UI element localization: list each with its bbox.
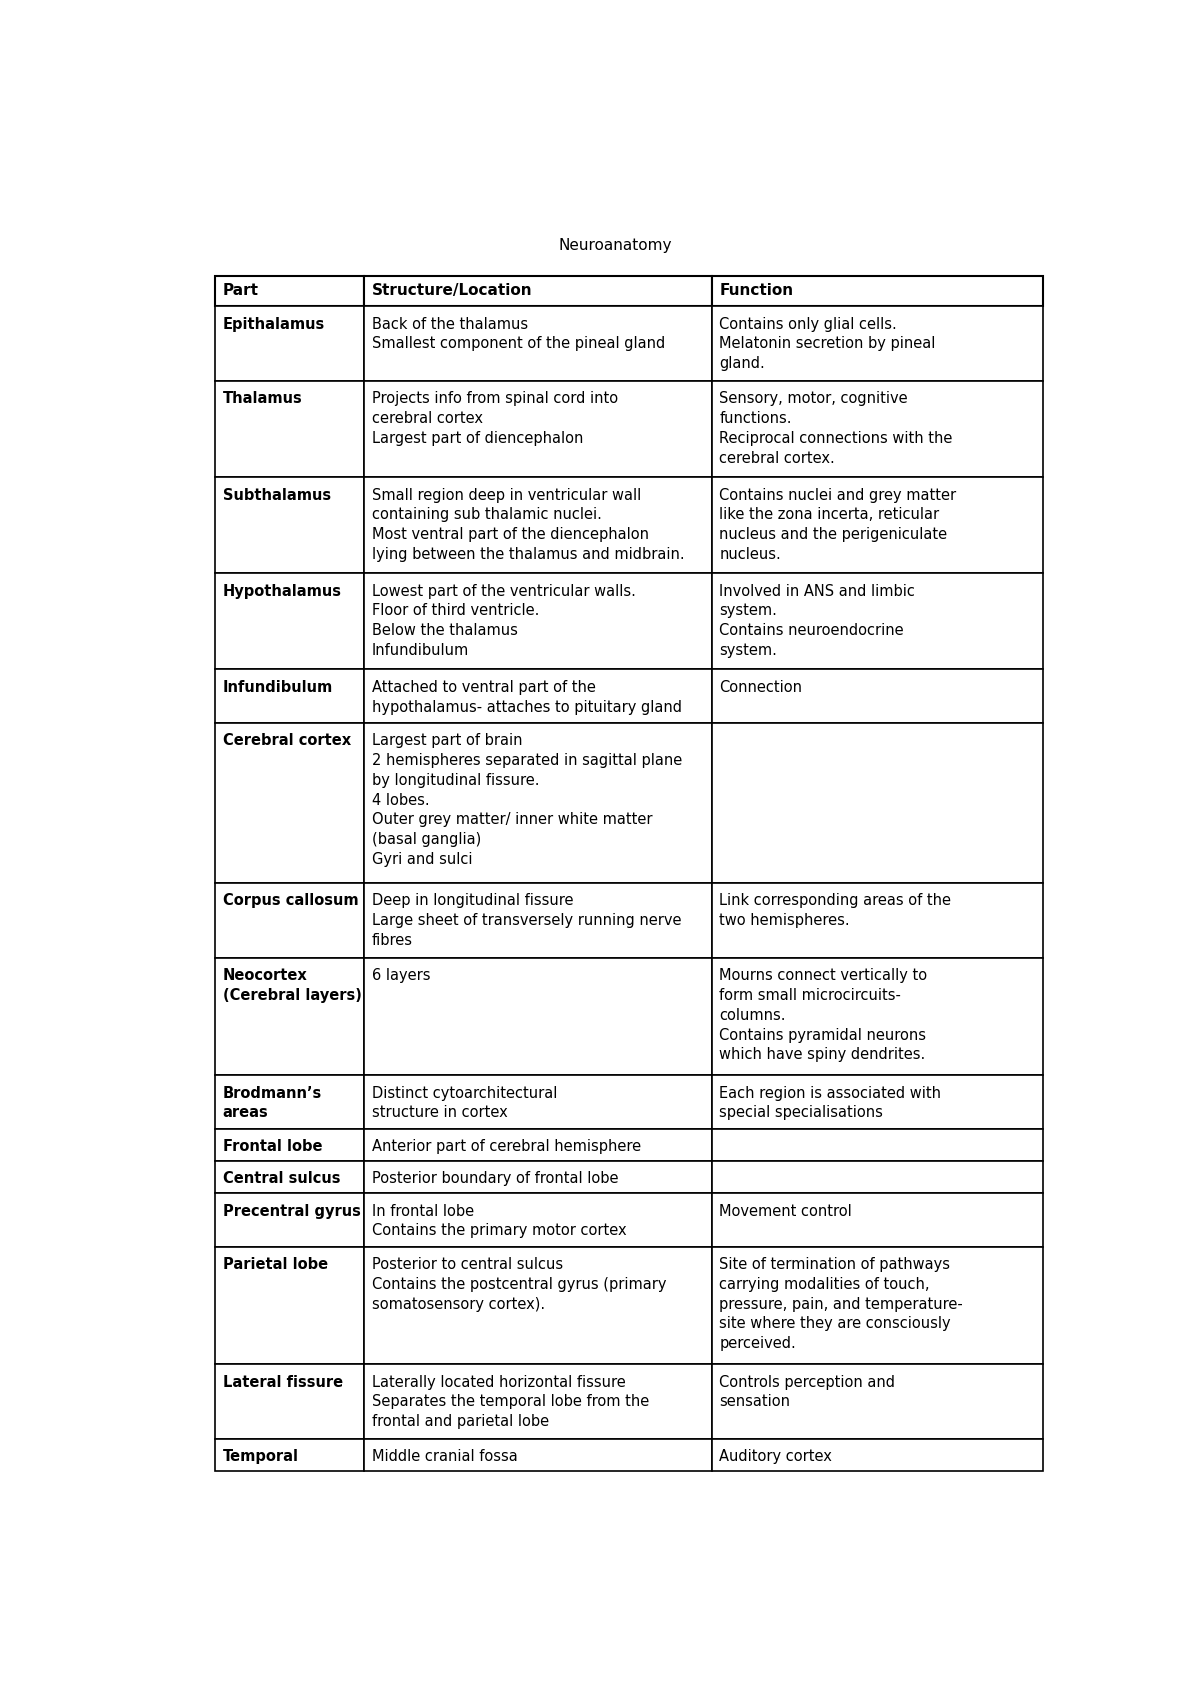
Bar <box>712 477 1043 574</box>
Bar <box>215 957 364 1076</box>
Bar <box>215 1364 364 1439</box>
Text: Lowest part of the ventricular walls.
Floor of third ventricle.
Below the thalam: Lowest part of the ventricular walls. Fl… <box>372 584 636 658</box>
Text: Site of termination of pathways
carrying modalities of touch,
pressure, pain, an: Site of termination of pathways carrying… <box>719 1257 962 1351</box>
Bar <box>215 1161 364 1193</box>
Bar <box>364 1364 712 1439</box>
Text: Movement control: Movement control <box>719 1203 852 1218</box>
Bar <box>364 477 712 574</box>
Text: Subthalamus: Subthalamus <box>222 487 331 502</box>
Bar <box>215 1439 364 1471</box>
Text: Auditory cortex: Auditory cortex <box>719 1449 832 1465</box>
Bar <box>712 723 1043 882</box>
Bar <box>712 1364 1043 1439</box>
Bar <box>215 1247 364 1364</box>
Bar <box>215 669 364 723</box>
Bar <box>712 1129 1043 1161</box>
Bar <box>215 1076 364 1129</box>
Bar <box>364 275 712 305</box>
Bar <box>712 1439 1043 1471</box>
Text: In frontal lobe
Contains the primary motor cortex: In frontal lobe Contains the primary mot… <box>372 1203 626 1239</box>
Text: Infundibulum: Infundibulum <box>222 680 332 694</box>
Text: Controls perception and
sensation: Controls perception and sensation <box>719 1375 895 1409</box>
Text: Precentral gyrus: Precentral gyrus <box>222 1203 360 1218</box>
Bar <box>712 1193 1043 1247</box>
Text: Contains only glial cells.
Melatonin secretion by pineal
gland.: Contains only glial cells. Melatonin sec… <box>719 317 936 372</box>
Text: Distinct cytoarchitectural
structure in cortex: Distinct cytoarchitectural structure in … <box>372 1086 557 1120</box>
Text: 6 layers: 6 layers <box>372 969 430 983</box>
Bar <box>364 882 712 957</box>
Bar <box>712 669 1043 723</box>
Bar <box>215 305 364 380</box>
Bar <box>364 1161 712 1193</box>
Bar <box>215 574 364 669</box>
Text: Contains nuclei and grey matter
like the zona incerta, reticular
nucleus and the: Contains nuclei and grey matter like the… <box>719 487 956 562</box>
Bar <box>215 723 364 882</box>
Text: Anterior part of cerebral hemisphere: Anterior part of cerebral hemisphere <box>372 1139 641 1154</box>
Bar <box>364 1439 712 1471</box>
Text: Attached to ventral part of the
hypothalamus- attaches to pituitary gland: Attached to ventral part of the hypothal… <box>372 680 682 714</box>
Text: Structure/Location: Structure/Location <box>372 283 532 299</box>
Bar <box>364 1076 712 1129</box>
Text: Hypothalamus: Hypothalamus <box>222 584 342 599</box>
Text: Link corresponding areas of the
two hemispheres.: Link corresponding areas of the two hemi… <box>719 893 952 928</box>
Bar <box>364 957 712 1076</box>
Text: Involved in ANS and limbic
system.
Contains neuroendocrine
system.: Involved in ANS and limbic system. Conta… <box>719 584 916 658</box>
Text: Projects info from spinal cord into
cerebral cortex
Largest part of diencephalon: Projects info from spinal cord into cere… <box>372 392 618 446</box>
Text: Brodmann’s
areas: Brodmann’s areas <box>222 1086 322 1120</box>
Bar <box>215 882 364 957</box>
Bar <box>712 275 1043 305</box>
Text: Posterior to central sulcus
Contains the postcentral gyrus (primary
somatosensor: Posterior to central sulcus Contains the… <box>372 1257 666 1312</box>
Text: Cerebral cortex: Cerebral cortex <box>222 733 350 748</box>
Bar <box>712 1076 1043 1129</box>
Text: Lateral fissure: Lateral fissure <box>222 1375 343 1390</box>
Text: Largest part of brain
2 hemispheres separated in sagittal plane
by longitudinal : Largest part of brain 2 hemispheres sepa… <box>372 733 682 867</box>
Bar <box>215 275 364 305</box>
Bar <box>712 305 1043 380</box>
Bar <box>364 380 712 477</box>
Text: Neocortex
(Cerebral layers): Neocortex (Cerebral layers) <box>222 969 361 1003</box>
Bar <box>712 882 1043 957</box>
Text: Central sulcus: Central sulcus <box>222 1171 340 1186</box>
Text: Function: Function <box>719 283 793 299</box>
Text: Laterally located horizontal fissure
Separates the temporal lobe from the
fronta: Laterally located horizontal fissure Sep… <box>372 1375 649 1429</box>
Text: Middle cranial fossa: Middle cranial fossa <box>372 1449 517 1465</box>
Bar <box>364 1247 712 1364</box>
Text: Back of the thalamus
Smallest component of the pineal gland: Back of the thalamus Smallest component … <box>372 317 665 351</box>
Bar <box>364 669 712 723</box>
Bar <box>215 1129 364 1161</box>
Text: Small region deep in ventricular wall
containing sub thalamic nuclei.
Most ventr: Small region deep in ventricular wall co… <box>372 487 684 562</box>
Text: Deep in longitudinal fissure
Large sheet of transversely running nerve
fibres: Deep in longitudinal fissure Large sheet… <box>372 893 682 949</box>
Bar <box>215 1193 364 1247</box>
Bar <box>215 380 364 477</box>
Bar <box>364 723 712 882</box>
Bar <box>712 957 1043 1076</box>
Text: Neuroanatomy: Neuroanatomy <box>558 238 672 253</box>
Text: Epithalamus: Epithalamus <box>222 317 325 331</box>
Text: Connection: Connection <box>719 680 802 694</box>
Text: Mourns connect vertically to
form small microcircuits-
columns.
Contains pyramid: Mourns connect vertically to form small … <box>719 969 928 1062</box>
Bar <box>712 1161 1043 1193</box>
Bar <box>712 380 1043 477</box>
Bar <box>712 574 1043 669</box>
Text: Corpus callosum: Corpus callosum <box>222 893 358 908</box>
Text: Posterior boundary of frontal lobe: Posterior boundary of frontal lobe <box>372 1171 618 1186</box>
Bar <box>215 477 364 574</box>
Text: Frontal lobe: Frontal lobe <box>222 1139 322 1154</box>
Bar <box>712 1247 1043 1364</box>
Bar <box>364 1129 712 1161</box>
Text: Each region is associated with
special specialisations: Each region is associated with special s… <box>719 1086 941 1120</box>
Text: Parietal lobe: Parietal lobe <box>222 1257 328 1273</box>
Bar <box>364 574 712 669</box>
Bar <box>364 1193 712 1247</box>
Text: Thalamus: Thalamus <box>222 392 302 406</box>
Text: Part: Part <box>222 283 258 299</box>
Text: Sensory, motor, cognitive
functions.
Reciprocal connections with the
cerebral co: Sensory, motor, cognitive functions. Rec… <box>719 392 953 465</box>
Bar <box>364 305 712 380</box>
Text: Temporal: Temporal <box>222 1449 299 1465</box>
